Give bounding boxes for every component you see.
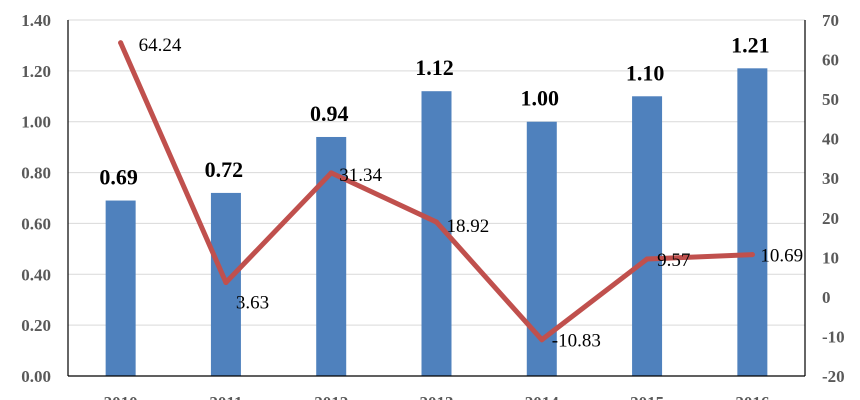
line-point	[118, 40, 124, 46]
line-point	[749, 252, 755, 258]
y-right-tick-label: -20	[822, 367, 845, 386]
bar-value-label: 0.72	[205, 157, 244, 182]
line-value-label: 18.92	[447, 216, 490, 237]
line-point	[434, 219, 439, 225]
y-right-tick-label: 70	[822, 11, 839, 30]
x-tick-label: 2015	[630, 393, 664, 400]
y-left-tick-label: 0.20	[21, 316, 51, 335]
y-right-tick-label: 60	[822, 51, 839, 70]
line-point	[644, 256, 650, 262]
line-series	[118, 40, 755, 343]
y-right-tick-label: 40	[822, 130, 839, 149]
bar-value-label: 0.94	[310, 101, 349, 126]
x-tick-label: 2011	[209, 393, 242, 400]
line-point	[223, 280, 229, 286]
y-right-tick-label: -10	[822, 327, 845, 346]
line-value-label: 3.63	[236, 293, 269, 314]
y-right-tick-label: 50	[822, 90, 839, 109]
line-value-label: -10.83	[552, 331, 601, 352]
bar	[737, 68, 768, 377]
y-left-tick-label: 0.60	[21, 214, 51, 233]
y-right-tick-label: 0	[822, 288, 831, 307]
bar-value-label: 1.12	[415, 55, 454, 80]
bar-value-label: 1.00	[521, 86, 560, 111]
y-left-tick-label: 1.20	[21, 62, 51, 81]
y-left-tick-label: 0.00	[21, 367, 51, 386]
y-left-tick-label: 1.40	[21, 11, 51, 30]
line-value-label: 64.24	[139, 35, 182, 56]
bar-value-label: 0.69	[99, 165, 138, 190]
bar	[105, 200, 136, 376]
y-left-tick-label: 0.80	[21, 164, 51, 183]
y-right-tick-label: 10	[822, 248, 839, 267]
y-right-tick-label: 30	[822, 169, 839, 188]
line-value-label: 10.69	[760, 246, 803, 267]
line-value-label: 9.57	[657, 250, 690, 271]
x-tick-label: 2014	[525, 393, 560, 400]
line-point	[328, 170, 334, 176]
x-tick-label: 2010	[104, 393, 138, 400]
y-right-tick-label: 20	[822, 209, 839, 228]
line-point	[539, 337, 545, 343]
y-left-tick-label: 0.40	[21, 265, 51, 284]
x-tick-label: 2012	[314, 393, 348, 400]
y-left-tick-label: 1.00	[21, 113, 51, 132]
bar-value-label: 1.10	[626, 60, 665, 85]
x-tick-label: 2016	[735, 393, 769, 400]
data-labels: 0.69 0.72 0.94 1.12 1.00 1.10 1.21 64.24 3.63 31.…	[99, 32, 803, 351]
x-tick-label: 2013	[420, 393, 454, 400]
bar-value-label: 1.21	[731, 32, 770, 57]
line-value-label: 31.34	[339, 165, 382, 186]
axes: 0.00 0.20 0.40 0.60 0.80 1.00 1.20 1.40 -20 -10 0 1…	[21, 11, 844, 400]
bar	[632, 96, 663, 377]
